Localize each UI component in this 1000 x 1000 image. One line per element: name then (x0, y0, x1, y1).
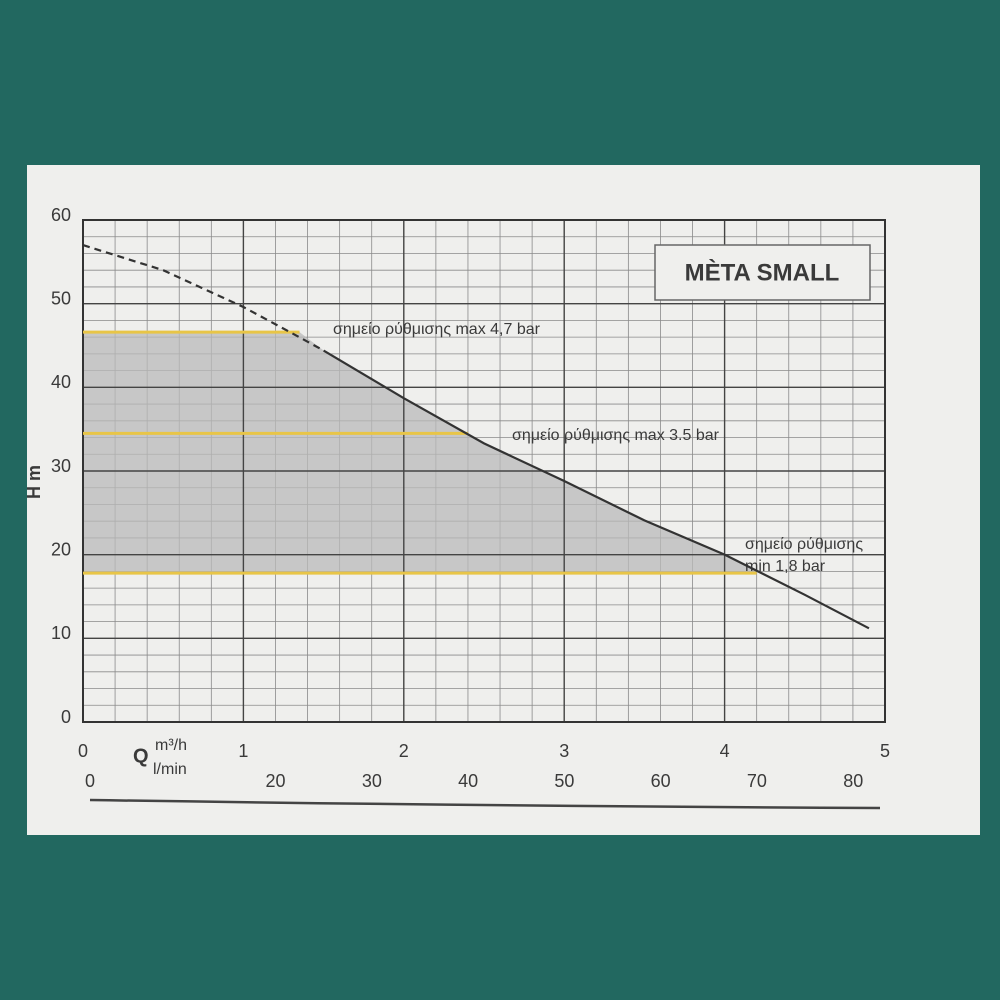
x2-tick-label: 40 (458, 771, 478, 791)
y-tick-label: 10 (51, 623, 71, 643)
setpoint-label: σημείο ρύθμισης max 3.5 bar (512, 427, 720, 444)
y-tick-label: 50 (51, 288, 71, 308)
plot-frame (82, 219, 886, 723)
x2-tick-label: 20 (266, 771, 286, 791)
x2-tick-label: 0 (85, 771, 95, 791)
chart-title: MÈTA SMALL (685, 258, 840, 286)
y-tick-label: 0 (61, 707, 71, 727)
y-tick-label: 30 (51, 456, 71, 476)
x2-tick-label: 80 (843, 771, 863, 791)
x2-tick-label: 70 (747, 771, 767, 791)
x-tick-label: 0 (78, 741, 88, 761)
pump-curve (323, 349, 870, 630)
x-axis-label: Q (133, 745, 149, 767)
x-tick-label: 1 (238, 741, 248, 761)
y-tick-label: 20 (51, 539, 71, 559)
y-axis-label: H m (24, 465, 44, 499)
y-tick-label: 60 (51, 205, 71, 225)
decorative-rule (89, 798, 881, 810)
x-unit: m³/h (155, 737, 187, 754)
title-box (654, 244, 871, 301)
x2-unit: l/min (153, 761, 187, 778)
x-tick-label: 4 (720, 741, 730, 761)
x2-tick-label: 60 (651, 771, 671, 791)
x-tick-label: 5 (880, 741, 890, 761)
x2-tick-label: 50 (554, 771, 574, 791)
pump-curve (82, 244, 325, 352)
x-tick-label: 2 (399, 741, 409, 761)
y-tick-label: 40 (51, 372, 71, 392)
setpoint-label: min 1,8 bar (745, 558, 826, 575)
setpoint-label: σημείο ρύθμισης (745, 536, 863, 553)
x-tick-label: 3 (559, 741, 569, 761)
setpoint-label: σημείο ρύθμισης max 4,7 bar (333, 321, 541, 338)
x2-tick-label: 30 (362, 771, 382, 791)
setpoint-area (83, 332, 757, 574)
